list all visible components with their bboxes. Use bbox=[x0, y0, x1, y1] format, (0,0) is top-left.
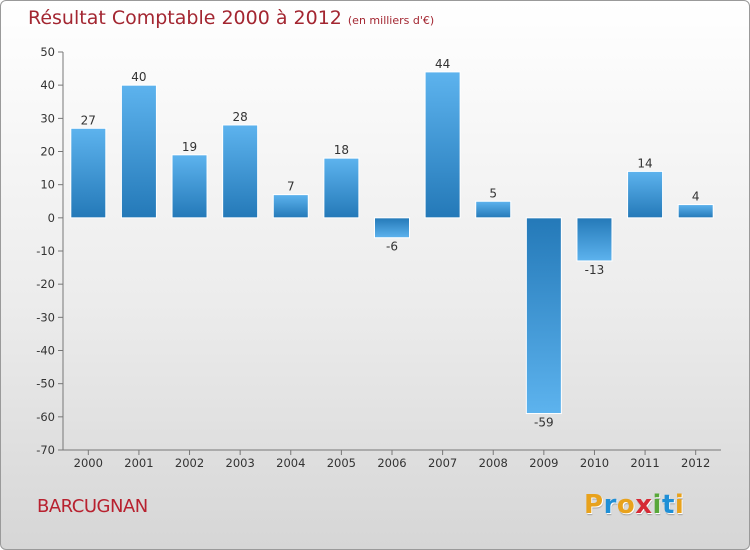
x-tick-label: 2009 bbox=[529, 456, 558, 470]
y-tick-label: -40 bbox=[36, 344, 55, 358]
bar bbox=[677, 204, 714, 219]
y-tick-label: 20 bbox=[40, 145, 55, 159]
bar-value-label: 18 bbox=[334, 143, 349, 157]
y-tick-label: -70 bbox=[36, 443, 55, 457]
bar bbox=[576, 217, 613, 262]
x-tick-label: 2004 bbox=[276, 456, 305, 470]
y-tick-label: -60 bbox=[36, 410, 55, 424]
bar bbox=[424, 71, 461, 219]
bar-value-label: -59 bbox=[534, 416, 554, 430]
proxiti-logo[interactable]: Proxiti bbox=[584, 490, 684, 520]
chart-subtitle: (en milliers d'€) bbox=[347, 14, 435, 27]
x-tick-label: 2005 bbox=[327, 456, 356, 470]
x-tick-label: 2003 bbox=[226, 456, 255, 470]
bar bbox=[627, 170, 664, 219]
logo-letter: r bbox=[603, 490, 617, 520]
bar bbox=[374, 217, 410, 239]
logo-letter: o bbox=[616, 490, 636, 520]
bar bbox=[525, 217, 562, 415]
x-tick-label: 2007 bbox=[428, 456, 457, 470]
x-tick-label: 2010 bbox=[580, 456, 609, 470]
bar-value-label: 14 bbox=[637, 156, 652, 170]
x-tick-label: 2002 bbox=[175, 456, 204, 470]
x-tick-label: 2006 bbox=[377, 456, 406, 470]
x-tick-label: 2012 bbox=[681, 456, 710, 470]
y-tick-label: 30 bbox=[40, 111, 55, 125]
y-tick-label: -10 bbox=[36, 244, 55, 258]
y-tick-label: -30 bbox=[36, 310, 55, 324]
bar-value-label: 40 bbox=[131, 70, 146, 84]
y-tick-label: 10 bbox=[40, 178, 55, 192]
commune-name: BARCUGNAN bbox=[37, 496, 148, 517]
y-tick-label: -50 bbox=[36, 377, 55, 391]
bar bbox=[222, 124, 259, 219]
logo-letter: i bbox=[652, 490, 662, 520]
logo-letter: P bbox=[584, 490, 604, 520]
bar-value-label: -13 bbox=[585, 263, 605, 277]
chart-title: Résultat Comptable 2000 à 2012 (en millie… bbox=[28, 7, 435, 29]
x-tick-label: 2011 bbox=[630, 456, 659, 470]
bar-value-label: 7 bbox=[287, 180, 295, 194]
bar bbox=[272, 194, 309, 219]
bar bbox=[120, 84, 157, 219]
y-tick-label: 40 bbox=[40, 78, 55, 92]
bars bbox=[70, 71, 714, 415]
bar-value-label: -6 bbox=[386, 240, 398, 254]
y-axis: 50 40 30 20 10 0 -10 -20 -30 -40 -50 -60 -70 bbox=[36, 45, 64, 457]
logo-letter: i bbox=[674, 490, 685, 520]
bar bbox=[70, 127, 107, 219]
x-axis: 2000 2001 2002 2003 2004 2005 2006 2007 2008 2009… bbox=[63, 449, 721, 470]
bar bbox=[475, 200, 512, 219]
x-tick-label: 2000 bbox=[74, 456, 103, 470]
bar-value-label: 28 bbox=[233, 110, 248, 124]
data-labels: 27 40 19 28 7 18 -6 44 5 -59 -13 14 4 bbox=[81, 57, 700, 430]
bar bbox=[171, 154, 208, 219]
bar-value-label: 44 bbox=[435, 57, 450, 71]
logo-letter: x bbox=[635, 490, 653, 520]
y-tick-label: -20 bbox=[36, 277, 55, 291]
bar-value-label: 5 bbox=[489, 186, 497, 200]
logo-letter: t bbox=[661, 490, 675, 520]
y-tick-label: 0 bbox=[48, 211, 55, 225]
bar bbox=[323, 157, 360, 219]
bar-value-label: 4 bbox=[692, 190, 700, 204]
bar-value-label: 27 bbox=[81, 113, 96, 127]
bar-value-label: 19 bbox=[182, 140, 197, 154]
y-tick-label: 50 bbox=[40, 45, 55, 59]
x-tick-label: 2008 bbox=[479, 456, 508, 470]
x-tick-label: 2001 bbox=[124, 456, 153, 470]
